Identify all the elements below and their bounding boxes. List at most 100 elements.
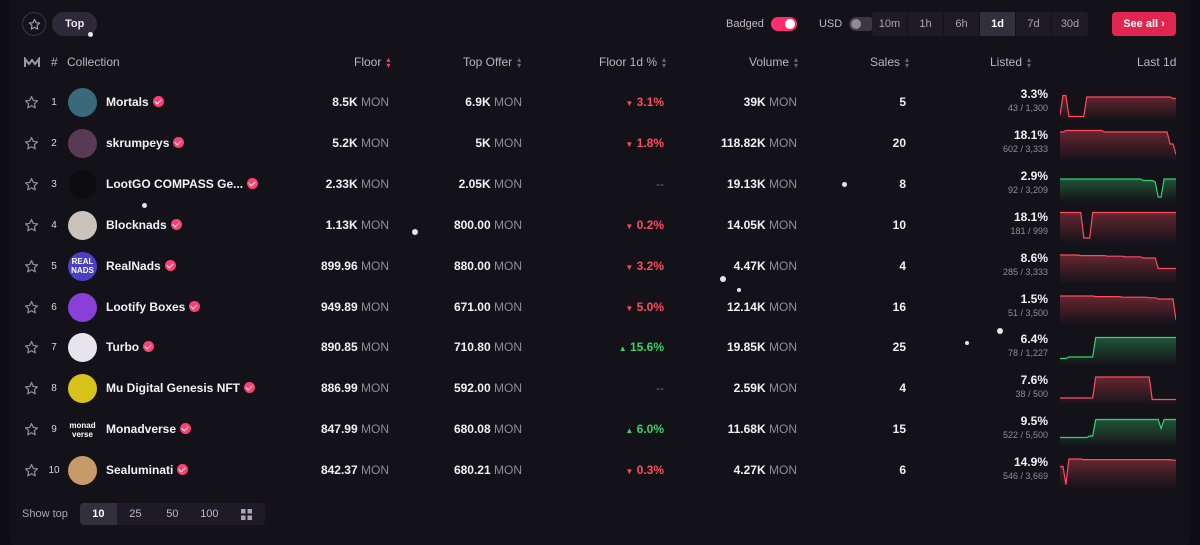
- timeframe-30d[interactable]: 30d: [1060, 18, 1080, 30]
- column-volume-label: Volume: [749, 55, 790, 69]
- favorites-star-button[interactable]: [22, 12, 46, 36]
- favorite-star-icon[interactable]: [24, 463, 39, 478]
- sales: 25: [892, 340, 906, 355]
- see-all-label: See all: [1123, 18, 1159, 30]
- table-row[interactable]: 6 Lootify Boxes 949.89 MON 671.00 MON ▼ 5.0%…: [10, 287, 1190, 328]
- collection-avatar[interactable]: [68, 88, 97, 117]
- favorite-star-icon[interactable]: [24, 381, 39, 396]
- table-row[interactable]: 10 Sealuminati 842.37 MON 680.21 MON ▼ 0.3% 4…: [10, 450, 1190, 491]
- floor-unit: MON: [361, 176, 389, 191]
- floor-unit: MON: [361, 381, 389, 396]
- column-listed[interactable]: Listed ▴ ▾: [990, 53, 1031, 71]
- floor-change-value: ▲ 6.0%: [625, 422, 664, 436]
- collection-avatar[interactable]: [68, 128, 97, 158]
- collection-name[interactable]: skrumpeys: [106, 123, 185, 164]
- show-top-25[interactable]: 25: [129, 508, 142, 520]
- sort-icon: ▴ ▾: [662, 54, 667, 70]
- floor-change: ▲ 15.6%: [619, 327, 664, 369]
- listed: 18.1% 602 / 3,333: [1003, 128, 1048, 155]
- listed-percent: 18.1%: [1013, 127, 1048, 142]
- table-row[interactable]: 5 REAL NADS RealNads 899.96 MON 880.00 MON ▼ …: [10, 246, 1190, 287]
- table-row[interactable]: 1 Mortals 8.5K MON 6.9K MON ▼ 3.1% 39K MON 5 3.…: [10, 82, 1190, 123]
- volume: 19.85K MON: [727, 327, 797, 368]
- favorite-star-icon[interactable]: [24, 259, 39, 274]
- favorite-star-icon[interactable]: [24, 136, 39, 151]
- column-floor-change[interactable]: Floor 1d % ▴ ▾: [599, 53, 666, 71]
- collection-name[interactable]: Blocknads: [106, 205, 182, 246]
- table-row[interactable]: 2 skrumpeys 5.2K MON 5K MON ▼ 1.8% 118.82K MO…: [10, 123, 1190, 164]
- collection-name[interactable]: Mu Digital Genesis NFT: [106, 368, 256, 409]
- top-offer: 800.00 MON: [454, 205, 522, 246]
- toggle-knob: [784, 19, 795, 29]
- collection-avatar[interactable]: [68, 456, 97, 486]
- collection-avatar[interactable]: [68, 292, 97, 322]
- timeframe-10m[interactable]: 10m: [872, 12, 908, 36]
- timeframe-7d[interactable]: 7d: [1016, 12, 1052, 36]
- favorite-star-icon[interactable]: [24, 422, 39, 437]
- show-top-100[interactable]: 100: [200, 508, 219, 520]
- top-offer-unit: MON: [494, 217, 522, 232]
- sparkline-area: [1060, 212, 1176, 243]
- floor-price: 949.89 MON: [321, 287, 389, 328]
- collection-avatar[interactable]: [68, 169, 97, 199]
- favorite-star-icon[interactable]: [24, 95, 39, 110]
- column-top-offer[interactable]: Top Offer ▴ ▾: [463, 53, 521, 71]
- collection-name[interactable]: Turbo: [106, 327, 155, 368]
- down-arrow-icon: ▼: [625, 221, 634, 231]
- show-top-10[interactable]: 10: [79, 503, 117, 525]
- timeframe-6h[interactable]: 6h: [944, 12, 980, 36]
- column-volume[interactable]: Volume ▴ ▾: [749, 53, 798, 71]
- collection-avatar[interactable]: [68, 333, 97, 363]
- sparkline-line: [1060, 211, 1176, 239]
- collection-name[interactable]: Mortals: [106, 82, 164, 123]
- column-sales[interactable]: Sales ▴ ▾: [870, 53, 909, 71]
- timeframe-1h[interactable]: 1h: [908, 12, 944, 36]
- favorite-star-icon[interactable]: [24, 218, 39, 233]
- collection-name[interactable]: Lootify Boxes: [106, 287, 201, 328]
- listed: 18.1% 181 / 999: [1010, 210, 1048, 237]
- collection-name[interactable]: Monadverse: [106, 409, 192, 450]
- floor-price-value: 847.99: [320, 422, 358, 437]
- badged-toggle[interactable]: [770, 17, 797, 31]
- tab-top[interactable]: Top: [52, 12, 98, 36]
- collection-name[interactable]: RealNads: [106, 246, 176, 287]
- listed-percent: 8.6%: [1020, 250, 1048, 265]
- usd-toggle[interactable]: [849, 17, 876, 31]
- collection-avatar[interactable]: REAL NADS: [68, 251, 97, 281]
- listed-percent: 14.9%: [1013, 455, 1048, 470]
- see-all-button[interactable]: See all ›: [1112, 12, 1176, 36]
- table-row[interactable]: 7 Turbo 890.85 MON 710.80 MON ▲ 15.6% 19.85K …: [10, 327, 1190, 368]
- volume-unit: MON: [769, 95, 797, 109]
- listed: 8.6% 285 / 3,333: [1003, 251, 1048, 278]
- listed-percent: 9.5%: [1020, 414, 1048, 429]
- favorite-star-icon[interactable]: [24, 300, 39, 315]
- timeframe-1d[interactable]: 1d: [980, 12, 1016, 36]
- grid-view-button[interactable]: [228, 503, 265, 525]
- collection-name[interactable]: Sealuminati: [106, 450, 189, 491]
- table-row[interactable]: 8 Mu Digital Genesis NFT 886.99 MON 592.00 …: [10, 368, 1190, 409]
- column-floor[interactable]: Floor ▴ ▾: [354, 53, 390, 71]
- rank: 9: [51, 424, 57, 436]
- volume: 11.68K MON: [728, 409, 797, 450]
- listed-count: 78 / 1,227: [1007, 348, 1048, 359]
- table-row[interactable]: 4 Blocknads 1.13K MON 800.00 MON ▼ 0.2% 14.05…: [10, 205, 1190, 246]
- table-row[interactable]: 9 monad verse Monadverse 847.99 MON 680.08 M…: [10, 409, 1190, 450]
- pagination: Show top 10 25 50 100: [22, 503, 265, 525]
- sparkline-line: [1060, 94, 1176, 118]
- volume-value: 12.14K: [726, 299, 766, 314]
- favorite-star-icon[interactable]: [24, 177, 39, 192]
- listed: 7.6% 38 / 500: [1015, 373, 1048, 400]
- rank: 7: [51, 342, 57, 354]
- collection-avatar[interactable]: monad verse: [68, 415, 97, 445]
- marketplace-logo-icon: [24, 53, 40, 71]
- column-collection[interactable]: Collection: [67, 55, 120, 69]
- favorite-star-icon[interactable]: [24, 340, 39, 355]
- show-top-50[interactable]: 50: [166, 508, 179, 520]
- collection-avatar[interactable]: [68, 210, 97, 240]
- floor-price: 847.99 MON: [321, 409, 389, 450]
- collection-avatar[interactable]: [68, 374, 97, 404]
- column-floor-change-label: Floor 1d %: [599, 55, 658, 69]
- table-row[interactable]: 3 LootGO COMPASS Ge... 2.33K MON 2.05K MON -…: [10, 164, 1190, 205]
- collection-name[interactable]: LootGO COMPASS Ge...: [106, 164, 259, 205]
- sales: 5: [899, 95, 906, 109]
